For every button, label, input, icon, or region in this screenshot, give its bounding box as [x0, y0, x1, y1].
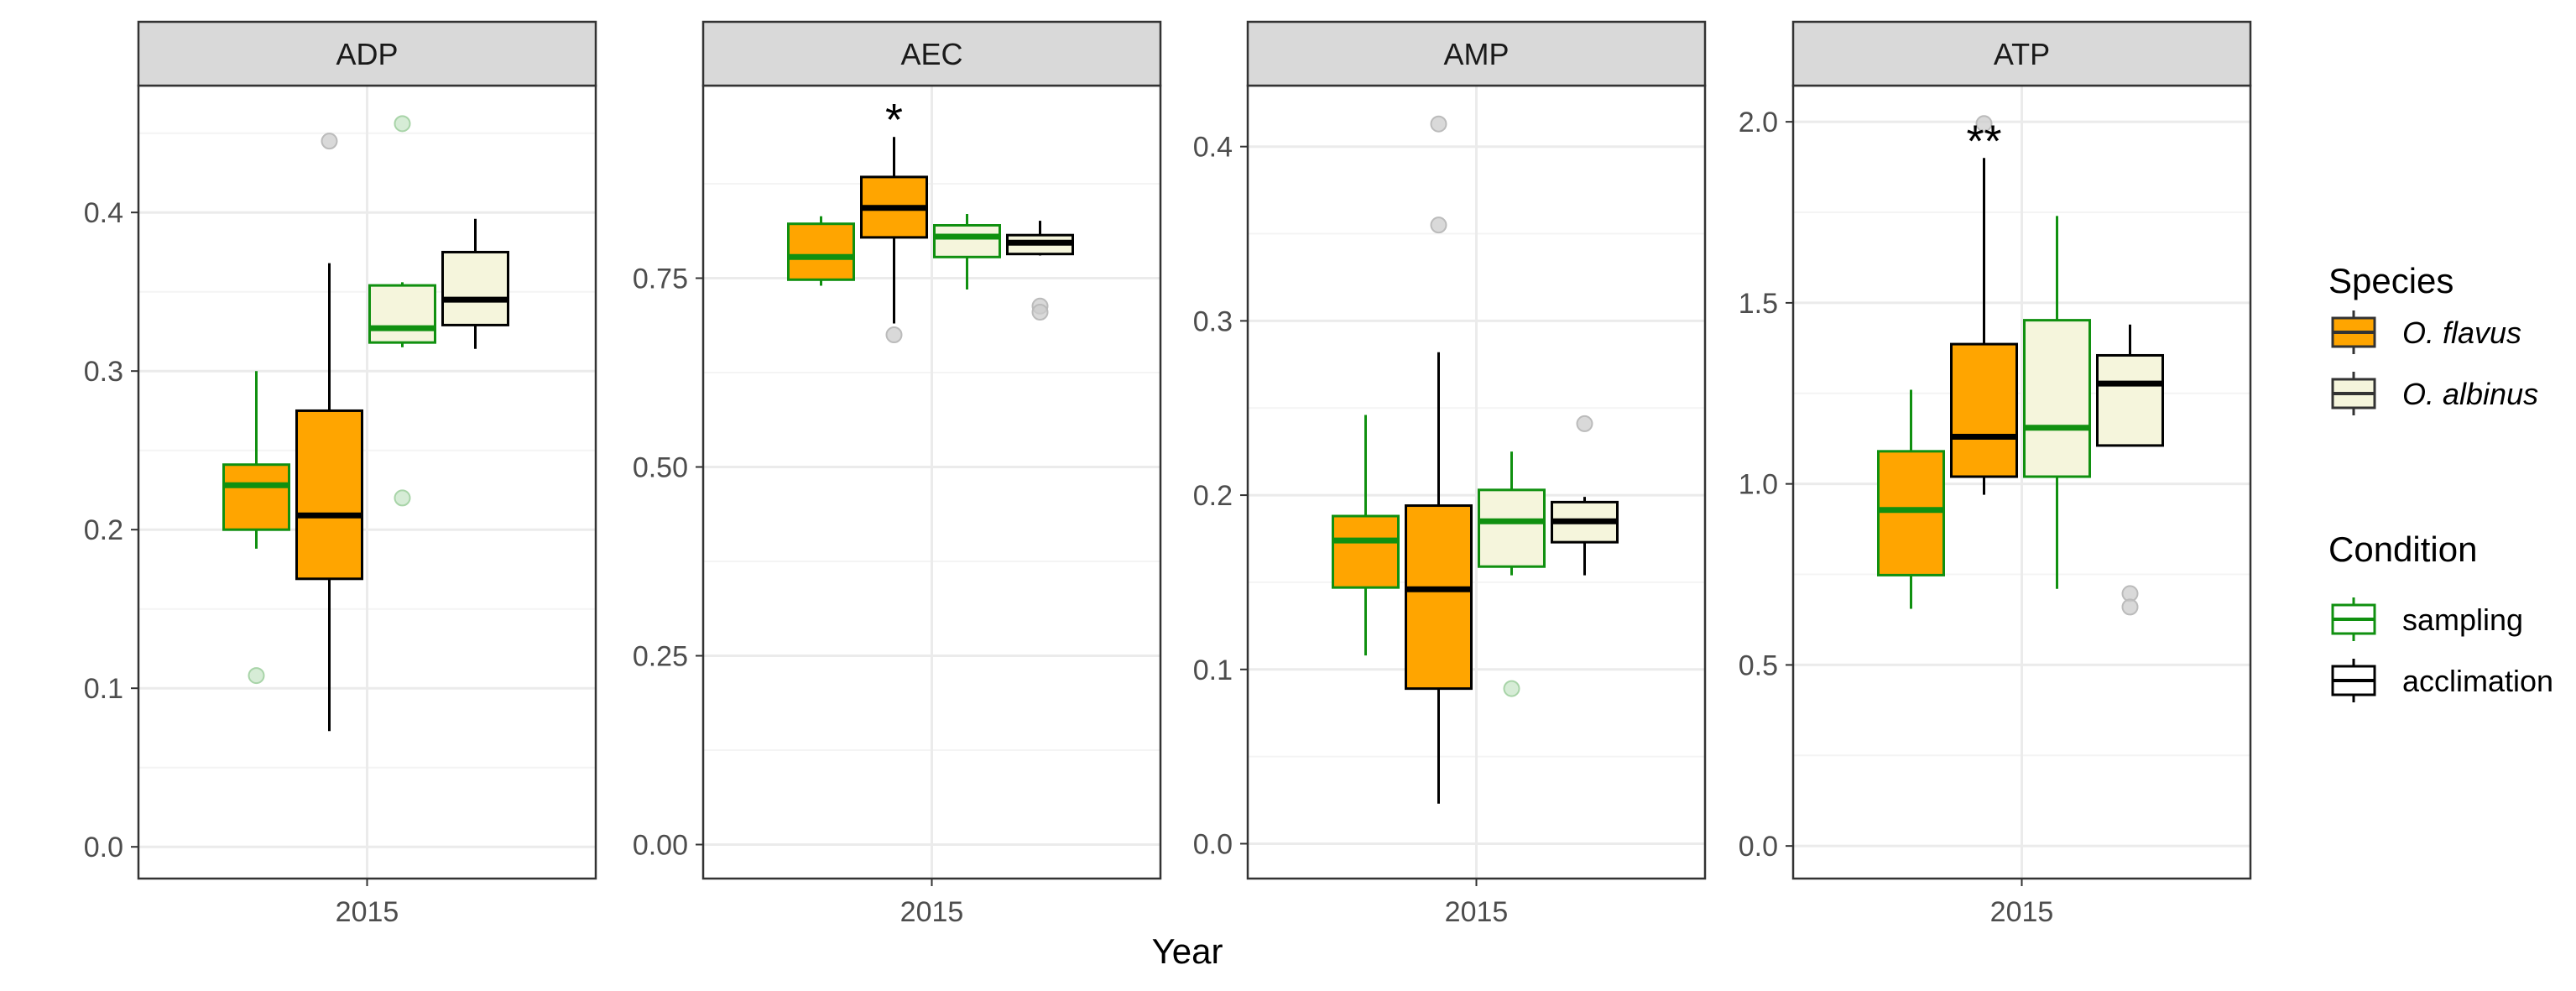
outlier-point [2121, 598, 2139, 616]
outlier-point [394, 115, 411, 133]
box-body [1950, 342, 2018, 478]
outlier-point [1430, 115, 1447, 133]
box-oalbinus-sampling [1478, 451, 1546, 697]
outlier-point [1576, 415, 1593, 432]
facet-panels: 0.0 0.1 0.2 0.3 0.4 ADP 2015 0.00 0.25 0.50 0.75 AE… [84, 20, 2252, 928]
outlier-point [1503, 680, 1520, 697]
box-body [295, 409, 363, 581]
legend-label-condition: sampling [2402, 602, 2523, 637]
box-body [1877, 450, 1945, 576]
y-tick-label: 1.5 [1739, 288, 1778, 320]
y-tick-label: 0.0 [1193, 828, 1233, 860]
facet-strip [137, 20, 597, 87]
outlier-point [394, 489, 411, 507]
y-tick-label: 0.4 [84, 197, 123, 229]
facet-panel-amp: 0.0 0.1 0.2 0.3 0.4 AMP 2015 [1193, 20, 1707, 928]
legend-key-condition [2331, 659, 2376, 702]
facet-title: AEC [900, 37, 962, 71]
box-body [368, 284, 436, 344]
legend-label-condition: acclimation [2402, 664, 2553, 698]
box-oflavus-sampling [1332, 415, 1400, 656]
y-tick-label: 0.5 [1739, 649, 1778, 681]
outlier-point [1031, 304, 1049, 321]
x-tick-label: 2015 [336, 896, 399, 928]
box-oflavus-acclimation [1405, 115, 1473, 804]
y-tick-label: 0.0 [84, 832, 123, 863]
box-body [787, 222, 855, 281]
box-body [1332, 514, 1400, 589]
facet-title: ADP [336, 37, 398, 71]
legend-key-species [2331, 310, 2376, 354]
legend-label-species: O. flavus [2402, 316, 2521, 350]
box-oflavus-sampling [222, 371, 290, 685]
y-tick-label: 0.2 [1193, 480, 1233, 512]
outlier-point [321, 133, 338, 150]
facet-strip [1791, 20, 2252, 87]
box-body [441, 250, 509, 326]
y-tick-label: 0.4 [1193, 132, 1233, 164]
box-oalbinus-acclimation [2096, 324, 2164, 616]
box-body [1478, 488, 1546, 568]
y-tick-label: 0.2 [84, 514, 123, 546]
legend: Species O. flavus O. albinus Condition sampl… [2328, 261, 2553, 702]
y-tick-label: 0.3 [1193, 305, 1233, 337]
significance-marker: * [885, 95, 903, 145]
box-oalbinus-acclimation [441, 218, 509, 349]
box-body [1405, 504, 1473, 691]
box-oalbinus-sampling [368, 115, 436, 507]
box-oalbinus-acclimation [1551, 415, 1619, 576]
outlier-point [248, 667, 265, 685]
box-oflavus-acclimation [1950, 115, 2018, 495]
x-tick-label: 2015 [1990, 896, 2054, 928]
legend-condition-title: Condition [2328, 529, 2477, 569]
outlier-point [885, 326, 903, 343]
y-tick-label: 0.1 [84, 673, 123, 705]
y-tick-label: 1.0 [1739, 469, 1778, 501]
outlier-point [1975, 115, 1993, 133]
box-oflavus-sampling [1877, 389, 1945, 609]
facet-strip [701, 20, 1162, 87]
facet-title: ATP [1994, 37, 2050, 71]
box-oalbinus-sampling [933, 214, 1001, 289]
y-tick-label: 0.75 [633, 263, 688, 295]
significance-marker: ** [1966, 116, 2001, 166]
facet-title: AMP [1443, 37, 1509, 71]
box-oalbinus-sampling [2023, 216, 2091, 589]
x-axis-title: Year [1152, 931, 1223, 971]
facet-panel-atp: 0.0 0.5 1.0 1.5 2.0 ATP 2015 ** [1739, 20, 2252, 928]
box-oflavus-acclimation [860, 137, 928, 343]
y-tick-label: 0.50 [633, 452, 688, 484]
facet-panel-aec: 0.00 0.25 0.50 0.75 AEC 2015 * [633, 20, 1162, 928]
box-oflavus-acclimation [295, 133, 363, 732]
legend-species-title: Species [2328, 261, 2453, 300]
box-oalbinus-acclimation [1006, 221, 1074, 321]
legend-key-condition [2331, 597, 2376, 641]
legend-label-species: O. albinus [2402, 377, 2538, 411]
box-oflavus-sampling [787, 216, 855, 286]
box-body [2023, 319, 2091, 478]
facet-strip [1246, 20, 1707, 87]
y-tick-label: 2.0 [1739, 107, 1778, 138]
x-tick-label: 2015 [1445, 896, 1509, 928]
outlier-point [1430, 216, 1447, 234]
box-body [222, 463, 290, 531]
facet-panel-adp: 0.0 0.1 0.2 0.3 0.4 ADP 2015 [84, 20, 597, 928]
box-body [2096, 353, 2164, 447]
legend-key-species [2331, 372, 2376, 415]
y-tick-label: 0.00 [633, 830, 688, 862]
y-tick-label: 0.3 [84, 356, 123, 388]
box-body [933, 224, 1001, 258]
y-tick-label: 0.25 [633, 641, 688, 673]
y-tick-label: 0.0 [1739, 831, 1778, 863]
x-tick-label: 2015 [900, 896, 964, 928]
y-tick-label: 0.1 [1193, 655, 1233, 686]
